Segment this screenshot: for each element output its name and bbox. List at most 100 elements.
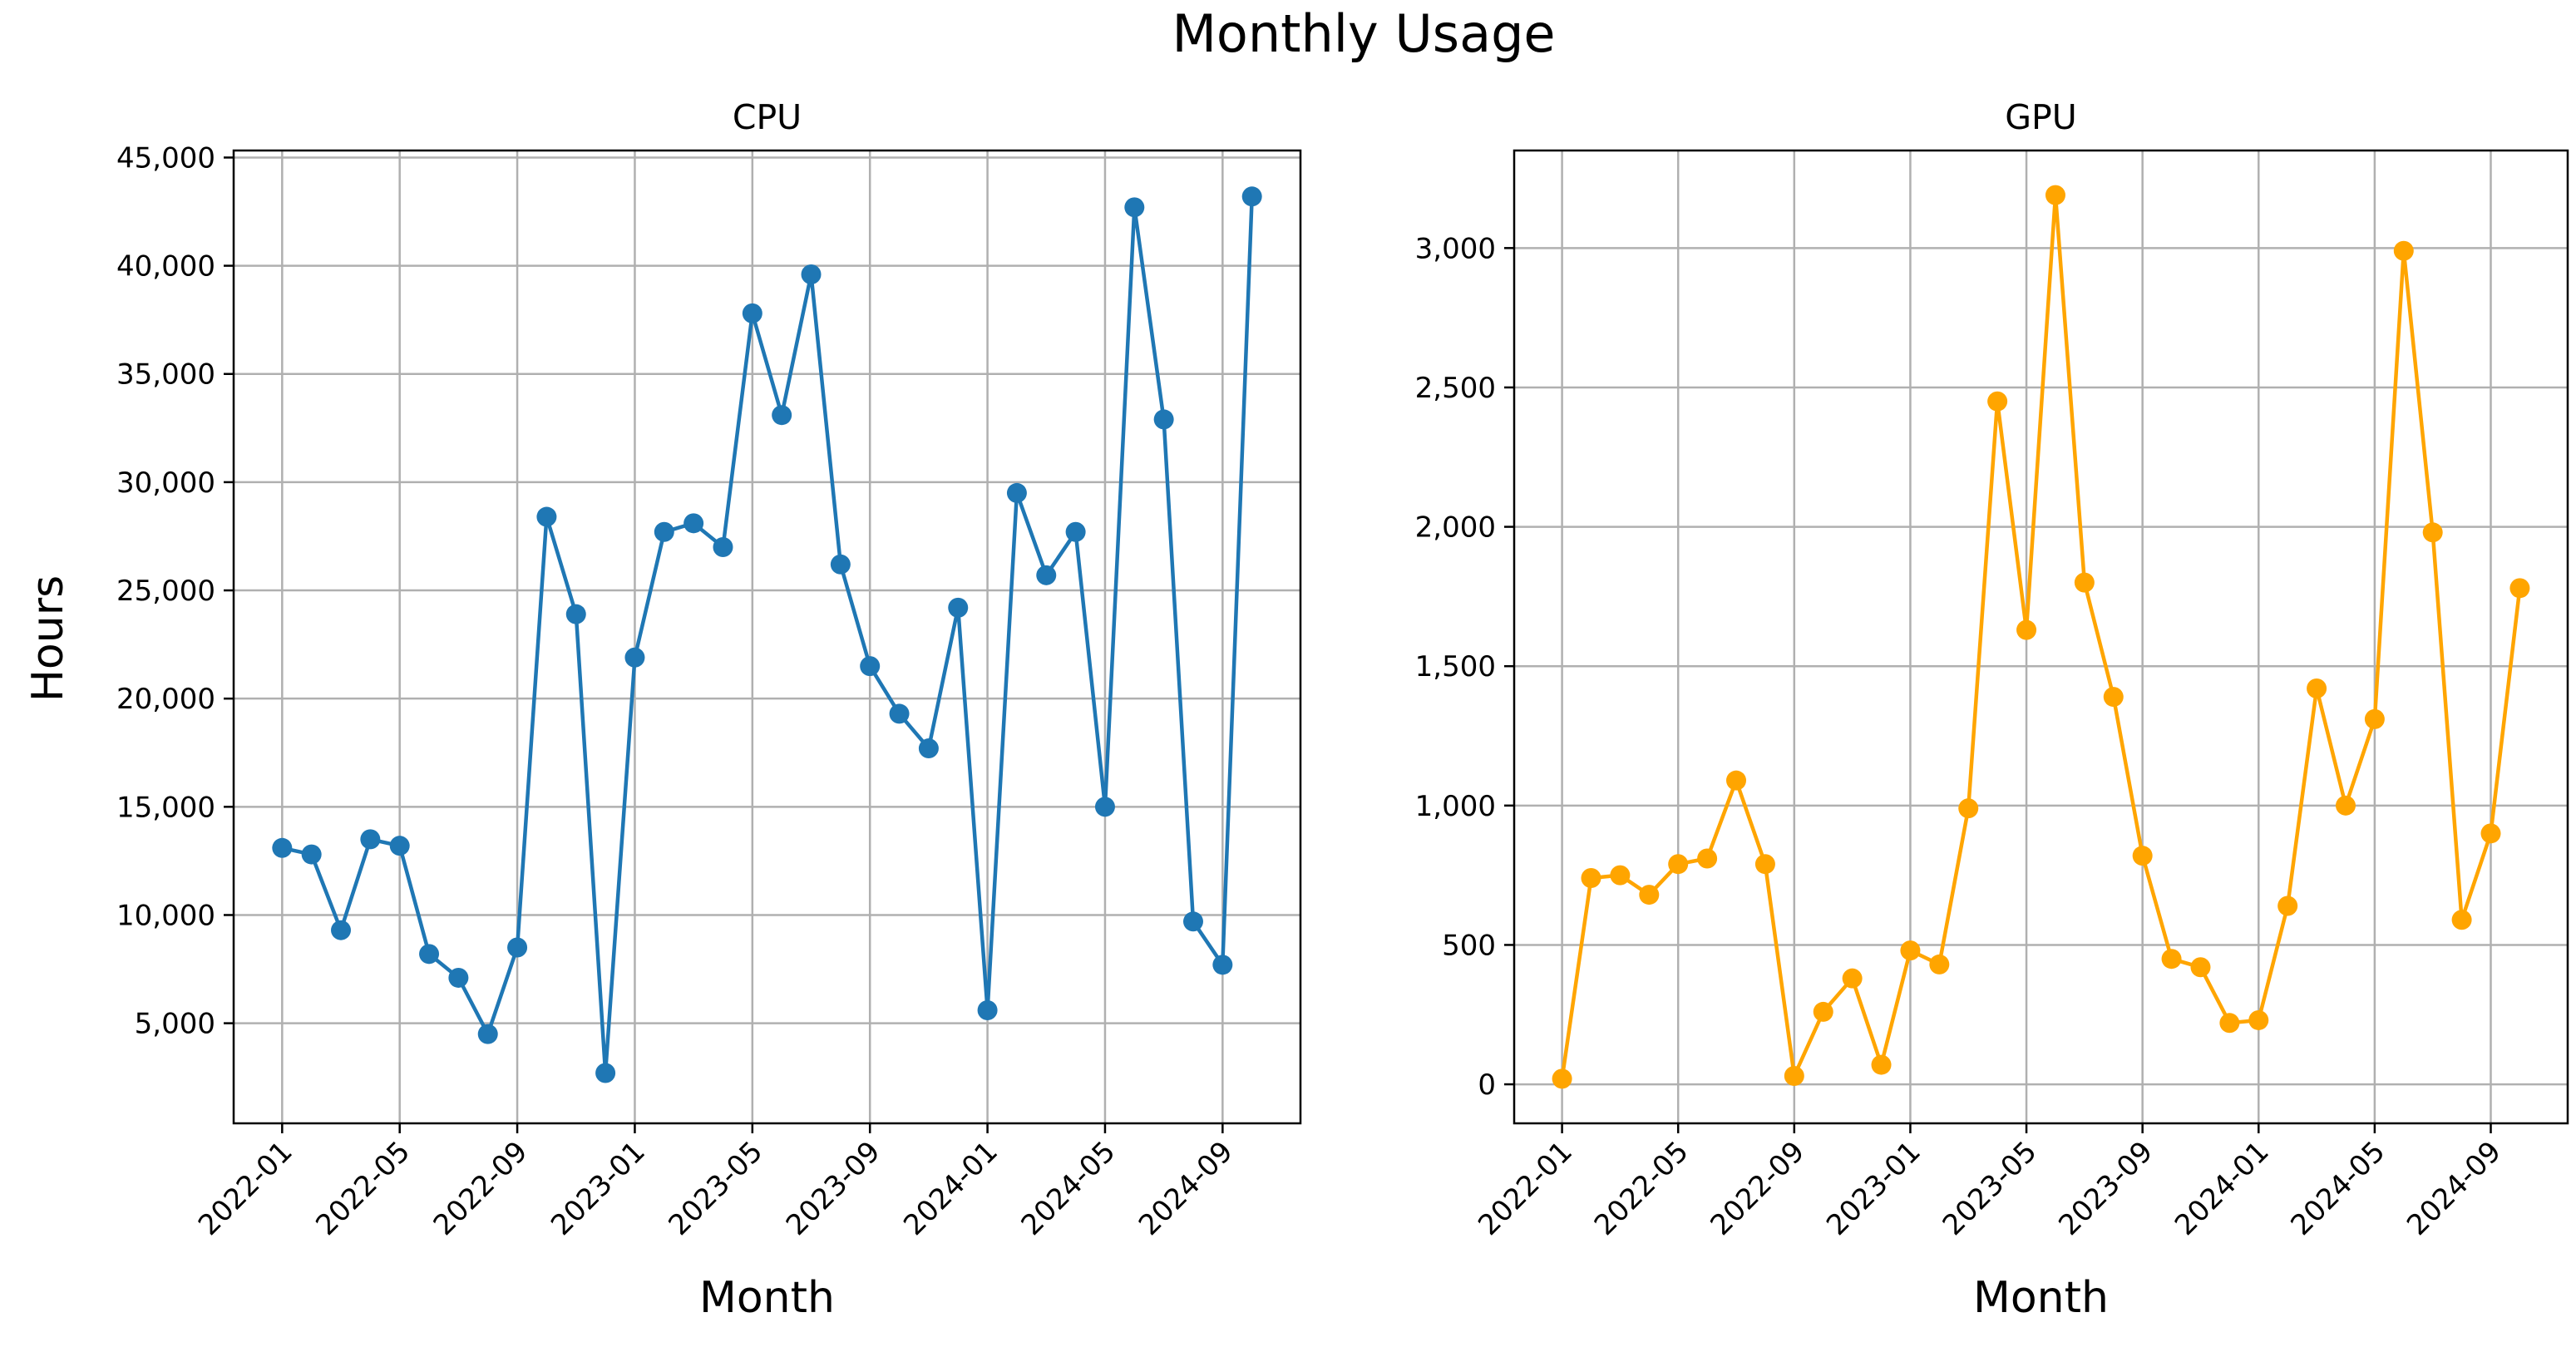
- cpu-x-tick-label: 2022-05: [309, 1135, 417, 1242]
- cpu-data-point: [1036, 565, 1057, 585]
- gpu-x-tick-label: 2022-01: [1472, 1135, 1579, 1242]
- cpu-data-point: [830, 554, 851, 575]
- gpu-data-point: [1900, 940, 1921, 961]
- cpu-data-point: [801, 264, 822, 285]
- gpu-x-tick-label: 2024-09: [2401, 1135, 2508, 1242]
- cpu-data-point: [977, 999, 998, 1020]
- cpu-x-axis-label: Month: [699, 1273, 835, 1323]
- gpu-x-tick-label: 2023-01: [1820, 1135, 1927, 1242]
- gpu-data-point: [1581, 867, 1601, 888]
- cpu-panel: CPU 5,000 10,000 15,000 20,000 25,000 30,000 35…: [116, 97, 1302, 1323]
- gpu-data-point: [2045, 185, 2065, 205]
- gpu-data-point: [2509, 578, 2530, 599]
- gpu-data-point: [1958, 798, 1979, 819]
- gpu-data-point: [1726, 770, 1747, 791]
- gpu-data-point: [2393, 240, 2414, 261]
- cpu-data-point: [1124, 197, 1145, 218]
- cpu-x-tick-label: 2023-05: [662, 1135, 769, 1242]
- gpu-y-tick-label: 1,000: [1415, 790, 1496, 823]
- cpu-x-tick-label: 2024-09: [1133, 1135, 1240, 1242]
- gpu-data-point: [1668, 854, 1689, 875]
- gpu-data-point: [1610, 865, 1631, 886]
- cpu-data-point: [536, 506, 557, 527]
- gpu-x-tick-label: 2024-01: [2169, 1135, 2276, 1242]
- cpu-x-tick-label: 2022-09: [427, 1135, 535, 1242]
- gpu-data-point: [2161, 949, 2182, 970]
- gpu-y-tick-label: 1,500: [1415, 650, 1496, 683]
- cpu-data-point: [624, 647, 645, 668]
- gpu-x-tick-label: 2023-05: [1937, 1135, 2044, 1242]
- figure-title: Monthly Usage: [1172, 3, 1555, 64]
- gpu-subplot-title: GPU: [2005, 97, 2077, 137]
- cpu-data-point: [1094, 797, 1115, 817]
- gpu-y-tick-label: 500: [1442, 929, 1496, 962]
- cpu-x-tick-label: 2024-05: [1015, 1135, 1123, 1242]
- gpu-data-point: [2364, 708, 2385, 729]
- cpu-data-point: [507, 937, 528, 958]
- cpu-data-point: [477, 1024, 498, 1044]
- gpu-x-tick-label: 2024-05: [2285, 1135, 2392, 1242]
- gpu-data-point: [1754, 854, 1775, 875]
- cpu-data-point: [1006, 482, 1027, 503]
- cpu-data-point: [860, 656, 881, 677]
- cpu-x-tick-label: 2023-09: [780, 1135, 887, 1242]
- cpu-plot-frame: [232, 149, 1302, 1125]
- gpu-y-tick-label: 2,500: [1415, 372, 1496, 405]
- gpu-data-point: [2219, 1013, 2240, 1034]
- gpu-data-point: [1697, 848, 1718, 869]
- cpu-x-tick-label: 2023-01: [545, 1135, 652, 1242]
- cpu-data-point: [565, 604, 586, 624]
- gpu-y-tick-label: 2,000: [1415, 511, 1496, 545]
- cpu-data-point: [772, 405, 792, 426]
- cpu-data-point: [1182, 911, 1203, 932]
- gpu-y-tick-label: 0: [1478, 1068, 1496, 1102]
- cpu-y-tick-label: 5,000: [135, 1008, 215, 1041]
- gpu-data-point: [1784, 1066, 1804, 1087]
- cpu-data-point: [331, 920, 352, 940]
- cpu-data-point: [683, 513, 704, 534]
- cpu-data-point: [1065, 521, 1086, 542]
- gpu-data-point: [2451, 910, 2472, 930]
- gpu-data-point: [2190, 957, 2211, 978]
- gpu-data-point: [1842, 968, 1863, 989]
- cpu-data-point: [389, 836, 410, 856]
- cpu-x-tick-label: 2024-01: [897, 1135, 1004, 1242]
- gpu-series-line: [1560, 193, 2522, 1079]
- cpu-data-point: [889, 703, 910, 724]
- gpu-data-point: [2480, 823, 2501, 844]
- gpu-data-point: [2277, 896, 2298, 916]
- gpu-data-point: [2016, 619, 2037, 640]
- gpu-data-point: [1813, 1001, 1833, 1022]
- cpu-data-point: [713, 536, 733, 557]
- gpu-x-tick-label: 2022-09: [1704, 1135, 1811, 1242]
- gpu-data-point: [1871, 1054, 1892, 1075]
- cpu-data-point: [1241, 186, 1262, 207]
- cpu-y-tick-label: 25,000: [116, 575, 215, 608]
- cpu-data-point: [1212, 955, 1233, 975]
- gpu-y-tick-label: 3,000: [1415, 232, 1496, 265]
- cpu-y-tick-label: 30,000: [116, 466, 215, 500]
- gpu-x-axis-label: Month: [1973, 1273, 2109, 1323]
- cpu-data-point: [918, 738, 939, 759]
- cpu-data-point: [654, 521, 674, 542]
- gpu-data-point: [2132, 846, 2153, 866]
- gpu-x-tick-label: 2022-05: [1588, 1135, 1695, 1242]
- cpu-data-point: [360, 829, 381, 850]
- cpu-y-tick-label: 35,000: [116, 358, 215, 392]
- cpu-y-tick-label: 15,000: [116, 791, 215, 824]
- cpu-data-point: [948, 597, 969, 618]
- cpu-data-point: [742, 303, 762, 323]
- gpu-data-point: [2335, 795, 2356, 816]
- cpu-data-point: [1153, 409, 1174, 430]
- cpu-y-tick-label: 45,000: [116, 141, 215, 175]
- gpu-x-tick-label: 2023-09: [2052, 1135, 2159, 1242]
- gpu-data-point: [2422, 522, 2443, 543]
- cpu-data-point: [419, 944, 440, 965]
- gpu-data-point: [2103, 687, 2124, 708]
- gpu-data-point: [2307, 678, 2327, 699]
- cpu-data-point: [448, 967, 469, 988]
- cpu-data-point: [301, 844, 322, 865]
- gpu-data-point: [1987, 391, 2008, 412]
